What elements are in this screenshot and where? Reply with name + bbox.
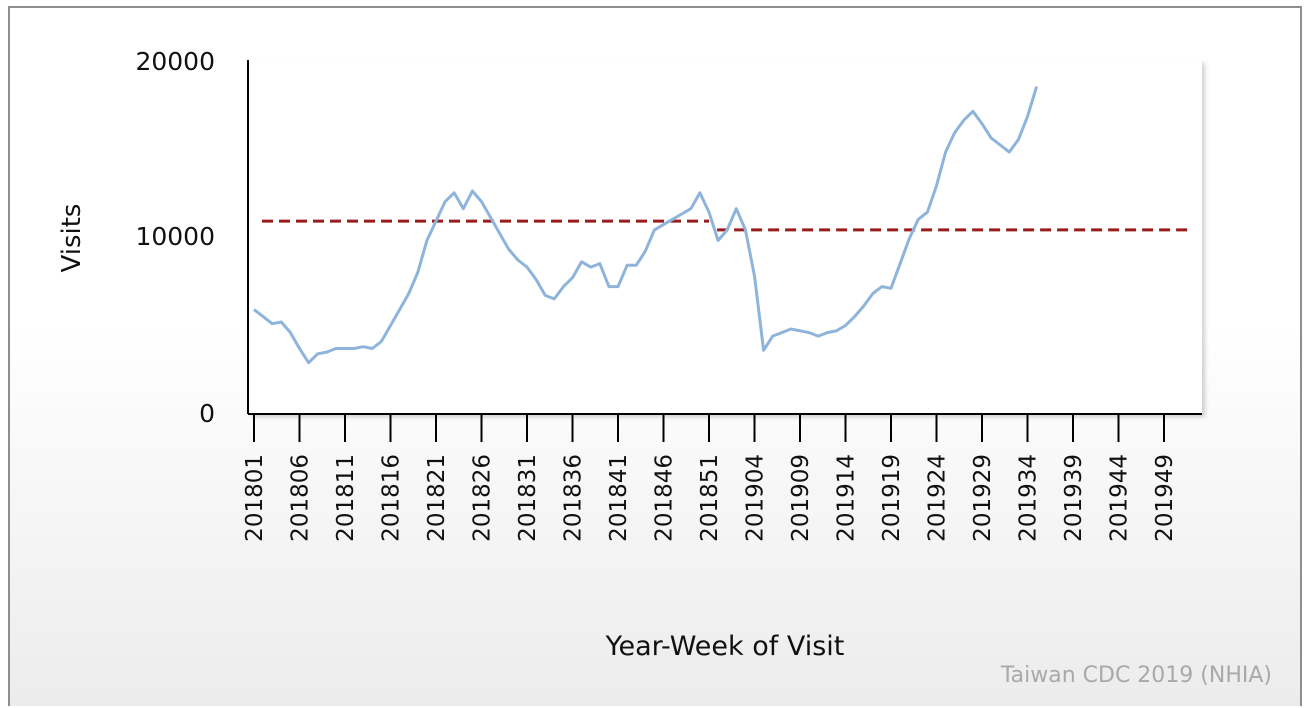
x-tick-label: 201914 (834, 454, 860, 542)
plot-area (248, 60, 1202, 414)
x-tick-label: 201836 (561, 454, 587, 542)
y-tick-label: 0 (199, 399, 215, 428)
x-tick-label: 201909 (788, 454, 814, 542)
x-tick-label: 201841 (606, 454, 632, 542)
x-tick-label: 201816 (379, 454, 405, 542)
x-tick-label: 201801 (242, 454, 268, 542)
x-tick-label: 201811 (333, 454, 359, 542)
source-credit: Taiwan CDC 2019 (NHIA) (1000, 663, 1272, 688)
x-tick-label: 201826 (470, 454, 496, 542)
y-tick-label: 10000 (135, 222, 215, 251)
x-tick-label: 201944 (1107, 454, 1133, 542)
x-tick-label: 201929 (970, 454, 996, 542)
x-tick-label: 201851 (697, 454, 723, 542)
x-tick-label: 201924 (925, 454, 951, 542)
line-chart: 0 10000 20000 201801 201806 201811 201816 2018… (57, 47, 1202, 662)
x-tick-label: 201934 (1016, 454, 1042, 542)
y-tick-label: 20000 (135, 47, 215, 76)
x-tick-label: 201949 (1152, 454, 1178, 542)
x-tick-label: 201939 (1061, 454, 1087, 542)
x-tick-label: 201831 (515, 454, 541, 542)
visits-line (253, 86, 1039, 365)
x-tick-label: 201846 (652, 454, 678, 542)
x-axis-title: Year-Week of Visit (605, 631, 845, 662)
x-tick-label: 201919 (879, 454, 905, 542)
x-tick-label: 201821 (424, 454, 450, 542)
x-tick-label: 201904 (743, 454, 769, 542)
chart-frame: 0 10000 20000 201801 201806 201811 201816 2018… (8, 6, 1302, 706)
y-axis-title: Visits (57, 204, 87, 273)
x-tick-label: 201806 (288, 454, 314, 542)
